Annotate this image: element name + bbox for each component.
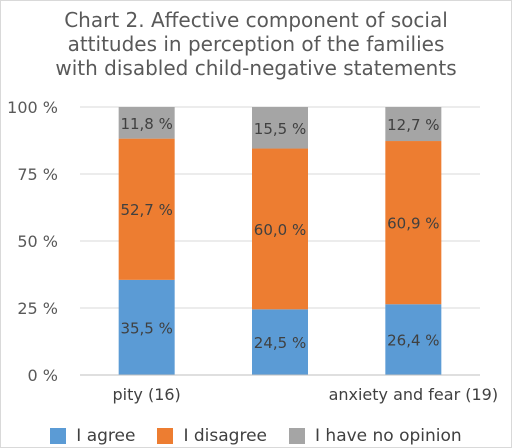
y-tick-label-0: 0 %: [28, 366, 58, 385]
legend-item-disagree: I disagree: [157, 425, 267, 447]
bar-3-series-3: [385, 107, 442, 142]
bar-2-series-2: [252, 148, 308, 310]
x-category-label-3: anxiety and fear (19): [329, 385, 499, 404]
y-tick-label-100: 100 %: [7, 98, 58, 117]
bar-1-series-3: [118, 107, 175, 139]
data-label-3-series-2: 60,9 %: [387, 215, 439, 233]
y-tick-label-25: 25 %: [17, 299, 58, 318]
chart-title-line-3: with disabled child-negative statements: [55, 56, 457, 80]
legend-item-agree: I agree: [50, 425, 135, 447]
legend-label-no-opinion: I have no opinion: [315, 426, 462, 446]
data-label-3-series-1: 26,4 %: [387, 332, 439, 350]
chart-legend: I agree I disagree I have no opinion: [0, 425, 512, 447]
bar-2-series-1: [252, 309, 308, 375]
data-label-3-series-3: 12,7 %: [387, 116, 439, 134]
data-label-2-series-1: 24,5 %: [254, 334, 306, 352]
data-label-1-series-1: 35,5 %: [120, 319, 172, 337]
legend-label-disagree: I disagree: [183, 426, 267, 446]
legend-swatch-no-opinion: [289, 428, 305, 444]
data-label-2-series-3: 15,5 %: [254, 120, 306, 138]
x-category-label-1: pity (16): [113, 385, 181, 404]
bar-1-series-1: [118, 279, 175, 375]
bar-1-series-2: [118, 138, 175, 280]
data-label-1-series-2: 52,7 %: [120, 201, 172, 219]
legend-label-agree: I agree: [76, 426, 136, 446]
chart-title-line-2: attitudes in perception of the families: [67, 32, 445, 56]
y-tick-label-50: 50 %: [17, 232, 58, 251]
legend-swatch-agree: [50, 428, 67, 444]
legend-swatch-disagree: [157, 428, 174, 444]
y-tick-label-75: 75 %: [17, 165, 58, 184]
bar-3-series-2: [385, 141, 442, 305]
data-label-1-series-3: 11,8 %: [120, 115, 172, 133]
chart-title-line-1: Chart 2. Affective component of social: [64, 8, 448, 32]
bar-3-series-1: [385, 304, 442, 375]
data-label-2-series-2: 60,0 %: [254, 221, 306, 239]
legend-item-no-opinion: I have no opinion: [289, 425, 462, 447]
bar-2-series-3: [252, 107, 308, 149]
chart-title: Chart 2. Affective component of social a…: [0, 8, 512, 80]
